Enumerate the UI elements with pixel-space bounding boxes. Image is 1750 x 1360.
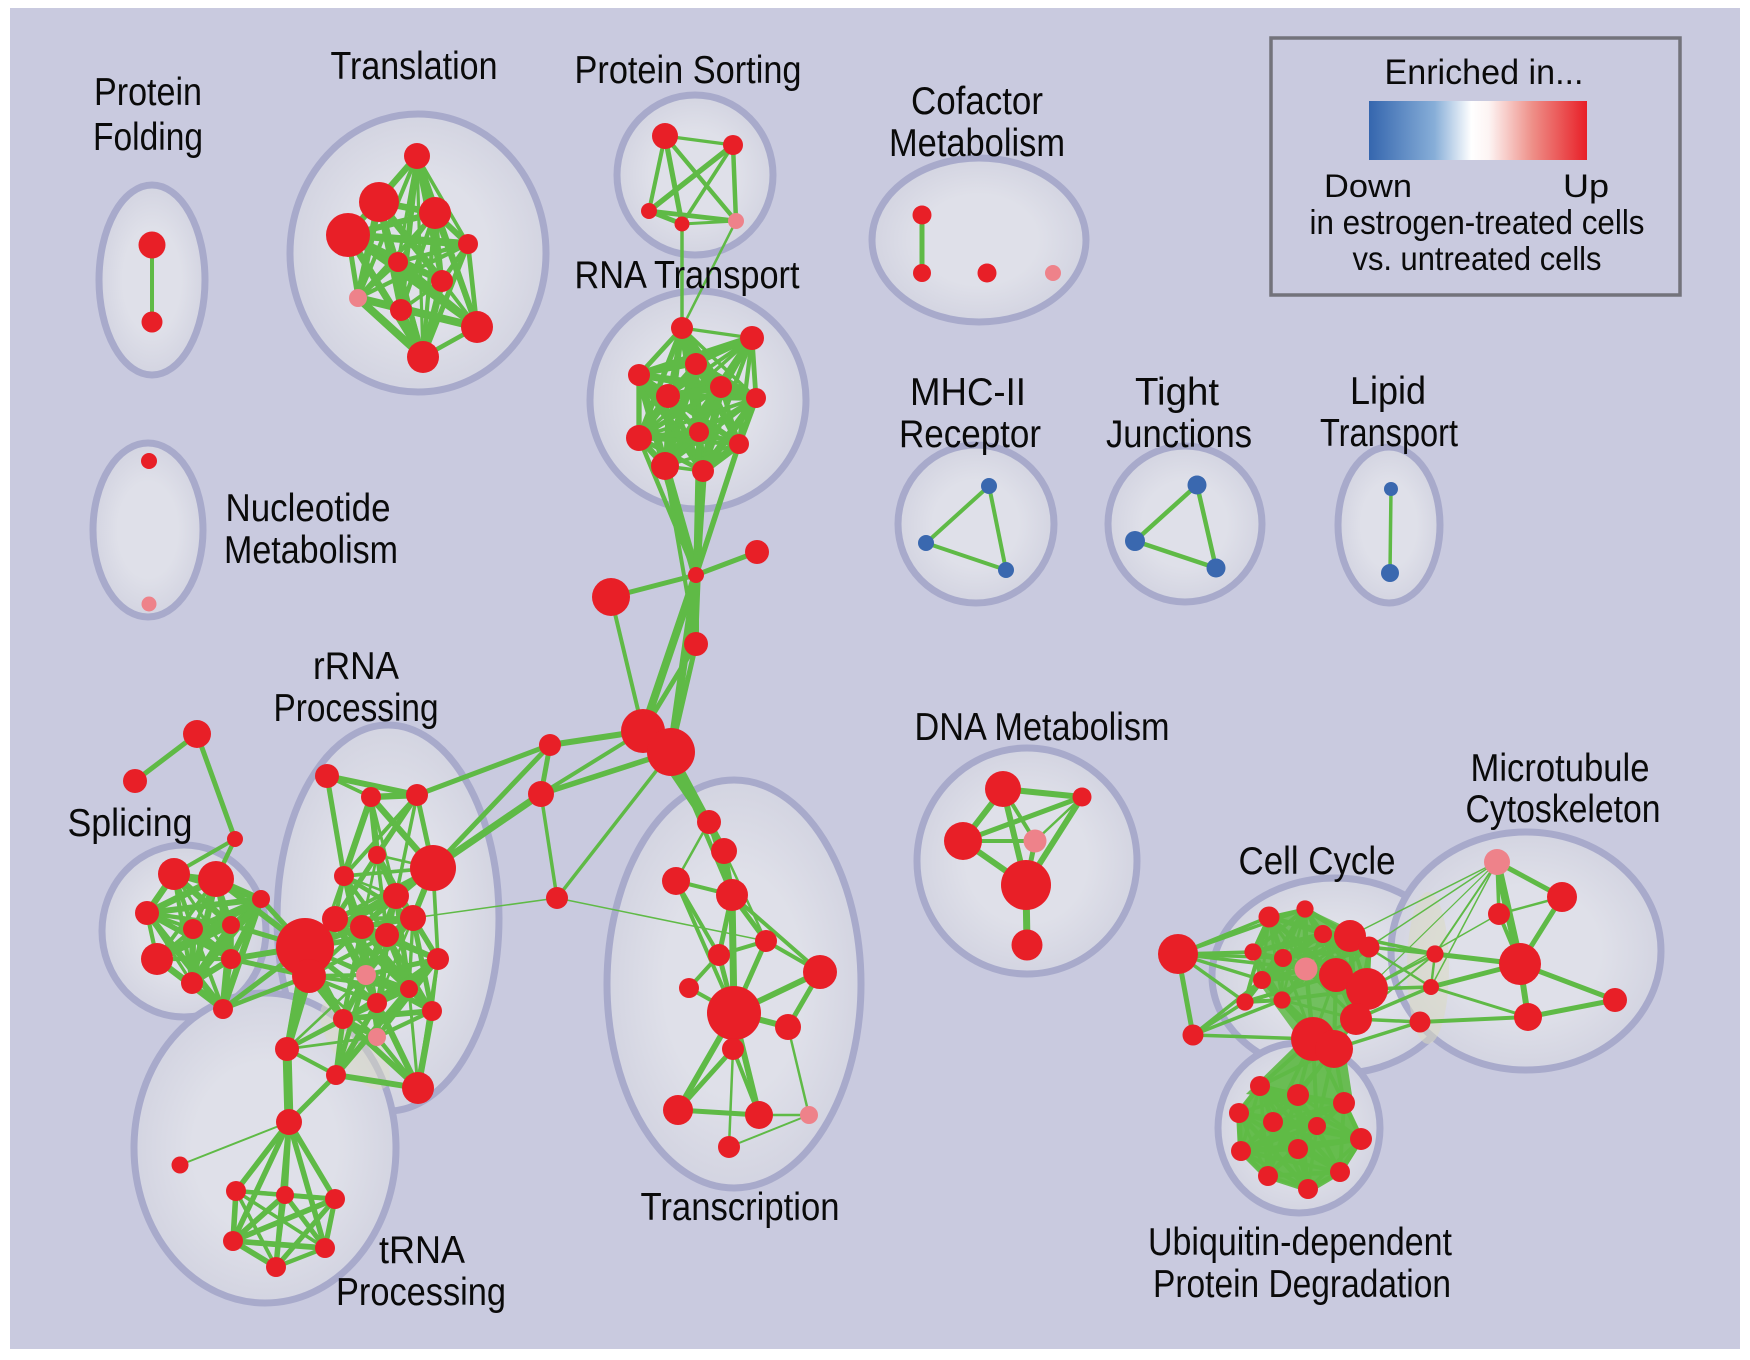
svg-text:Junctions: Junctions	[1106, 413, 1252, 456]
svg-text:Ubiquitin-dependent: Ubiquitin-dependent	[1148, 1221, 1452, 1264]
svg-text:Nucleotide: Nucleotide	[226, 487, 391, 530]
svg-text:Receptor: Receptor	[899, 413, 1041, 456]
svg-text:Cell Cycle: Cell Cycle	[1239, 840, 1396, 883]
svg-text:Lipid: Lipid	[1350, 370, 1426, 413]
svg-text:Microtubule: Microtubule	[1471, 747, 1650, 790]
svg-text:RNA Transport: RNA Transport	[575, 254, 800, 297]
svg-text:Protein: Protein	[94, 71, 202, 114]
svg-text:tRNA: tRNA	[379, 1229, 465, 1272]
svg-text:Protein Sorting: Protein Sorting	[575, 49, 802, 92]
svg-text:Translation: Translation	[331, 45, 498, 88]
svg-text:Tight: Tight	[1135, 371, 1219, 414]
svg-text:Folding: Folding	[93, 116, 203, 159]
svg-text:rRNA: rRNA	[313, 645, 399, 688]
svg-text:MHC-II: MHC-II	[910, 371, 1026, 414]
svg-text:Down: Down	[1324, 168, 1412, 204]
svg-text:Transport: Transport	[1320, 412, 1458, 455]
svg-text:Enriched in...: Enriched in...	[1385, 53, 1584, 92]
svg-text:in estrogen-treated cells: in estrogen-treated cells	[1310, 204, 1645, 242]
svg-text:Processing: Processing	[274, 687, 439, 730]
svg-text:Metabolism: Metabolism	[224, 529, 398, 572]
svg-text:Protein Degradation: Protein Degradation	[1153, 1263, 1451, 1306]
svg-text:DNA Metabolism: DNA Metabolism	[915, 706, 1170, 749]
svg-text:vs. untreated cells: vs. untreated cells	[1353, 241, 1602, 278]
svg-text:Metabolism: Metabolism	[889, 122, 1065, 165]
svg-text:Processing: Processing	[336, 1271, 506, 1314]
svg-text:Cofactor: Cofactor	[911, 80, 1043, 123]
svg-text:Cytoskeleton: Cytoskeleton	[1466, 788, 1661, 831]
svg-text:Transcription: Transcription	[641, 1186, 840, 1229]
svg-text:Splicing: Splicing	[68, 802, 193, 845]
svg-text:Up: Up	[1563, 168, 1609, 204]
